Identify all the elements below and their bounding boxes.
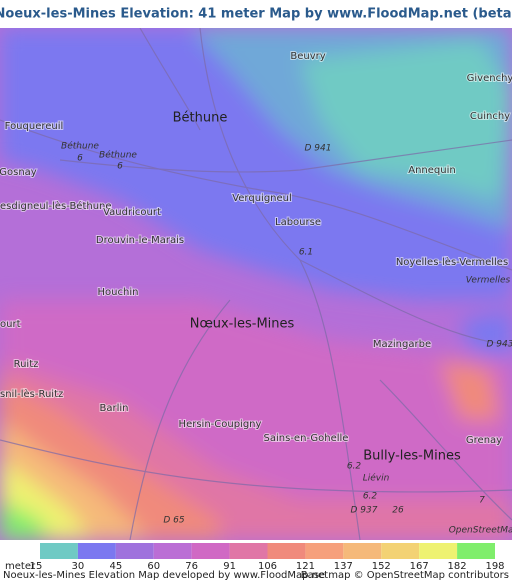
legend-value: 121 [296, 561, 315, 572]
title: Noeux-les-Mines Elevation: 41 meter Map … [0, 7, 512, 22]
place-label: esdigneul-lès-Béthune [0, 200, 112, 212]
map-labels: BeuvryGivenchyCuinchyFouquereuilBéthuneB… [0, 50, 512, 536]
place-label: Grenay [466, 435, 502, 446]
place-label: Labourse [275, 217, 321, 228]
elevation-shading [0, 28, 512, 540]
place-label: Béthune [173, 111, 228, 126]
place-label: 6.2 [363, 492, 378, 502]
legend-swatch [229, 543, 268, 559]
place-label: Houchin [98, 287, 139, 298]
legend-swatch [457, 543, 495, 559]
footer-credit: Noeux-les-Mines Elevation Map developed … [3, 570, 328, 581]
place-label: Liévin [363, 473, 390, 484]
place-label: Gosnay [0, 167, 37, 178]
place-label: Fouquereuil [5, 121, 64, 132]
legend-swatch [153, 543, 192, 559]
map [0, 28, 512, 540]
place-label: D 941 [305, 144, 332, 154]
legend-swatch [381, 543, 420, 559]
roads [0, 28, 512, 540]
place-label: Mazingarbe [373, 339, 431, 350]
legend-value: 167 [410, 561, 429, 572]
legend-value: 182 [448, 561, 467, 572]
legend-value: 106 [258, 561, 277, 572]
legend-value: 198 [485, 561, 504, 572]
place-label: 6 [77, 154, 83, 164]
place-label: 6.1 [299, 248, 313, 258]
place-label: OpenStreetMap [449, 526, 512, 536]
legend-swatch [267, 543, 306, 559]
place-label: Beuvry [290, 51, 325, 62]
legend-value: 15 [30, 561, 43, 572]
place-label: Givenchy [467, 73, 512, 84]
legend-value: 76 [185, 561, 198, 572]
place-label: Vermelles [466, 276, 511, 286]
legend-unit: meter [5, 561, 36, 572]
place-label: Ruitz [14, 359, 39, 370]
place-label: snil-lès-Ruitz [0, 388, 63, 400]
place-label: D 65 [163, 516, 185, 526]
place-label: D 943 [487, 340, 512, 350]
place-label: Béthune [99, 150, 137, 161]
place-label: Hersin-Coupigny [179, 419, 262, 430]
legend-value: 152 [372, 561, 391, 572]
legend-swatch [115, 543, 154, 559]
legend-value: 30 [72, 561, 85, 572]
legend-swatch [40, 543, 78, 559]
place-label: 6 [117, 162, 123, 172]
legend-swatch [305, 543, 344, 559]
place-label: Noyelles-lès-Vermelles [396, 256, 508, 268]
legend-value: 137 [334, 561, 353, 572]
legend-swatch [343, 543, 382, 559]
place-label: D 937 [351, 506, 378, 516]
place-label: ourt [0, 319, 21, 330]
place-label: Verquigneul [232, 193, 292, 204]
legend-value: 60 [147, 561, 160, 572]
legend-swatch [191, 543, 230, 559]
legend-value: 91 [223, 561, 236, 572]
legend-value: 45 [109, 561, 122, 572]
place-label: Vaudricourt [103, 207, 161, 218]
place-label: Bully-les-Mines [363, 449, 461, 464]
place-label: Annequin [408, 165, 455, 176]
place-label: Béthune [61, 141, 99, 152]
place-label: Cuinchy [470, 111, 510, 122]
place-label: 6.2 [347, 462, 362, 472]
place-label: Sains-en-Gohelle [264, 433, 349, 444]
place-label: Nœux-les-Mines [190, 317, 295, 332]
legend-swatch [419, 543, 458, 559]
place-label: 26 [392, 506, 404, 516]
place-label: Drouvin-le-Marais [96, 235, 184, 246]
legend-swatch [77, 543, 116, 559]
footer-basemap: Base map © OpenStreetMap contributors [301, 570, 509, 581]
place-label: 7 [479, 496, 485, 506]
place-label: Barlin [100, 403, 129, 414]
